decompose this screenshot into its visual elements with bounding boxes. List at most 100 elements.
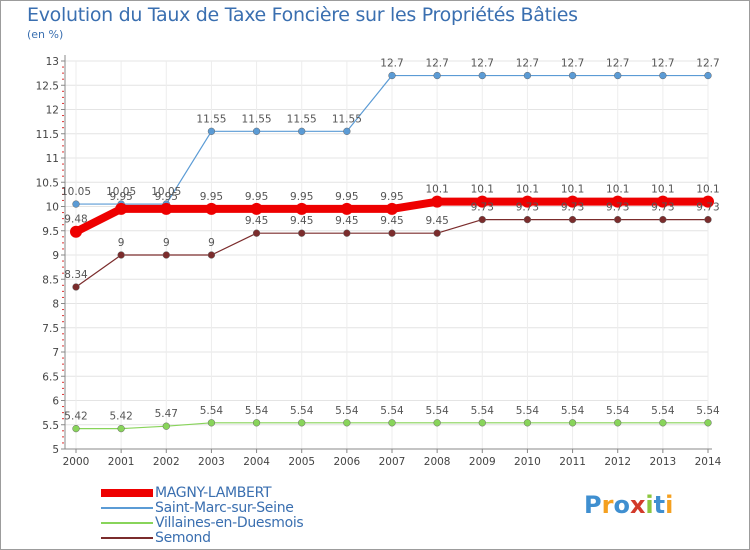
data-label: 10.1 <box>561 184 584 196</box>
data-point <box>704 419 712 427</box>
data-label: 9.95 <box>200 191 223 203</box>
y-tick-label: 10.5 <box>36 177 59 189</box>
data-label: 9.95 <box>335 191 358 203</box>
data-label: 5.54 <box>606 405 630 417</box>
data-label: 12.7 <box>561 58 584 70</box>
logo-letter: o <box>613 491 630 519</box>
y-minor-tick <box>62 296 64 298</box>
data-label: 9 <box>163 237 170 249</box>
y-tick-label: 9.5 <box>42 226 59 238</box>
data-label: 9.73 <box>471 202 494 214</box>
y-tick-label: 5.5 <box>42 420 59 432</box>
data-label: 9.73 <box>696 202 719 214</box>
y-minor-tick <box>62 381 64 383</box>
data-point <box>656 195 669 208</box>
data-label: 5.54 <box>380 405 404 417</box>
y-minor-tick <box>62 193 64 195</box>
y-minor-tick <box>62 212 64 214</box>
y-minor-tick <box>62 218 64 220</box>
y-minor-tick <box>62 169 64 171</box>
data-point <box>115 202 128 215</box>
y-tick-label: 10 <box>46 202 59 214</box>
legend-swatch <box>101 489 153 497</box>
data-label: 9.95 <box>380 191 403 203</box>
data-label: 5.54 <box>335 405 359 417</box>
data-label: 9 <box>118 237 125 249</box>
data-label: 11.55 <box>242 113 272 125</box>
logo-letter: t <box>653 491 666 519</box>
data-label: 10.05 <box>106 186 136 198</box>
y-minor-tick <box>62 369 64 371</box>
data-point <box>117 424 125 433</box>
x-tick-label: 2006 <box>333 456 360 468</box>
y-tick-label: 11 <box>46 153 59 165</box>
y-minor-tick <box>62 139 64 141</box>
data-label: 11.55 <box>287 113 317 125</box>
data-label: 9.45 <box>245 215 268 227</box>
y-minor-tick <box>62 102 64 104</box>
legend-swatch <box>101 537 153 539</box>
data-label: 5.54 <box>561 405 585 417</box>
data-point <box>614 215 622 224</box>
data-point <box>433 419 441 427</box>
data-label: 10.05 <box>151 186 181 198</box>
data-point <box>298 127 306 135</box>
y-minor-tick <box>62 315 64 317</box>
data-point <box>478 71 486 80</box>
data-point <box>659 419 667 427</box>
legend-swatch <box>101 507 153 509</box>
x-tick-label: 2005 <box>288 456 315 468</box>
y-tick-label: 8 <box>52 299 59 311</box>
x-tick-label: 2007 <box>379 456 406 468</box>
data-label: 9.95 <box>155 191 178 203</box>
proxiti-logo: Proxiti <box>584 491 673 519</box>
x-tick-label: 2000 <box>63 456 90 468</box>
data-point <box>70 225 82 238</box>
data-label: 5.54 <box>651 405 675 417</box>
y-minor-tick <box>62 412 64 414</box>
logo-letter: i <box>645 491 654 519</box>
y-tick-label: 12 <box>46 105 59 117</box>
data-point <box>523 419 532 427</box>
y-minor-tick <box>62 442 64 444</box>
data-point <box>433 71 441 80</box>
y-minor-tick <box>62 290 64 292</box>
data-point <box>72 200 80 208</box>
data-label: 9.45 <box>335 215 358 227</box>
y-tick-label: 6.5 <box>42 371 59 383</box>
y-tick-label: 6 <box>52 396 59 408</box>
y-tick-label: 11.5 <box>36 129 59 141</box>
y-minor-tick <box>62 363 64 365</box>
y-minor-tick <box>62 321 64 323</box>
x-tick-label: 2003 <box>198 456 225 468</box>
data-point <box>566 195 579 208</box>
data-label: 10.1 <box>651 184 674 196</box>
data-label: 9.73 <box>516 202 539 214</box>
y-tick-label: 7 <box>52 347 59 359</box>
y-minor-tick <box>62 72 64 74</box>
data-label: 5.54 <box>290 405 314 417</box>
y-minor-tick <box>62 284 64 286</box>
x-tick-label: 2012 <box>604 456 631 468</box>
data-label: 9.48 <box>64 214 87 226</box>
y-minor-tick <box>62 436 64 438</box>
data-point <box>252 127 261 135</box>
data-label: 9.45 <box>380 215 403 227</box>
y-minor-tick <box>62 242 64 244</box>
data-point <box>298 419 306 427</box>
data-point <box>388 419 396 427</box>
y-tick-label: 8.5 <box>42 274 59 286</box>
data-point <box>343 419 351 427</box>
data-point <box>433 229 441 237</box>
y-axis-unit: (en %) <box>27 28 64 41</box>
data-label: 12.7 <box>425 58 448 70</box>
y-minor-tick <box>62 187 64 189</box>
y-minor-tick <box>62 393 64 395</box>
data-label: 12.7 <box>651 58 674 70</box>
y-minor-tick <box>62 66 64 68</box>
data-label: 12.7 <box>696 58 719 70</box>
data-label: 5.54 <box>471 405 495 417</box>
y-minor-tick <box>62 90 64 92</box>
data-point <box>207 419 216 427</box>
data-point <box>659 71 667 80</box>
